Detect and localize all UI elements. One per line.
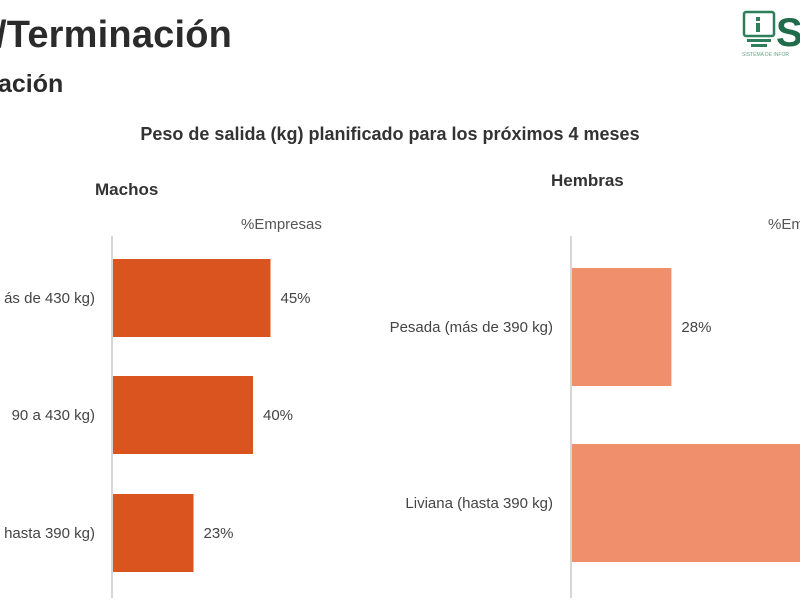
logo-icon: S — [742, 10, 800, 55]
page-subtitle: ación — [0, 70, 64, 98]
category-label-machos-1: ás de 430 kg) — [4, 290, 95, 307]
data-label-machos-2: 40% — [263, 407, 293, 424]
chart-machos: ás de 430 kg) 45% 90 a 430 kg) 40% hasta 390… — [4, 236, 311, 598]
category-label-machos-2: 90 a 430 kg) — [12, 407, 95, 424]
category-label-hembras-1: Pesada (más de 390 kg) — [390, 319, 553, 336]
panel-title-machos: Machos — [95, 180, 159, 199]
logo: S — [742, 8, 800, 68]
value-axis-label-machos: %Empresas — [241, 216, 322, 233]
bar-machos-3 — [113, 494, 194, 572]
panel-title-hembras: Hembras — [551, 171, 624, 190]
bar-machos-2 — [113, 376, 253, 454]
chart-title: Peso de salida (kg) planificado para los… — [140, 124, 640, 144]
bar-machos-1 — [113, 259, 271, 337]
logo-tagline: SISTEMA DE INFOR — [742, 52, 789, 58]
data-label-machos-1: 45% — [281, 290, 311, 307]
category-label-machos-3: hasta 390 kg) — [4, 525, 95, 542]
category-label-hembras-2: Liviana (hasta 390 kg) — [405, 495, 553, 512]
bar-hembras-2 — [572, 444, 800, 562]
chart-hembras: Pesada (más de 390 kg) 28% Liviana (hasta … — [390, 236, 800, 598]
data-label-machos-3: 23% — [204, 525, 234, 542]
logo-letter: S — [776, 11, 800, 55]
page-title: /Terminación — [0, 14, 233, 56]
data-label-hembras-1: 28% — [681, 319, 711, 336]
bar-hembras-1 — [572, 268, 672, 386]
value-axis-label-hembras: %Em — [768, 216, 800, 233]
